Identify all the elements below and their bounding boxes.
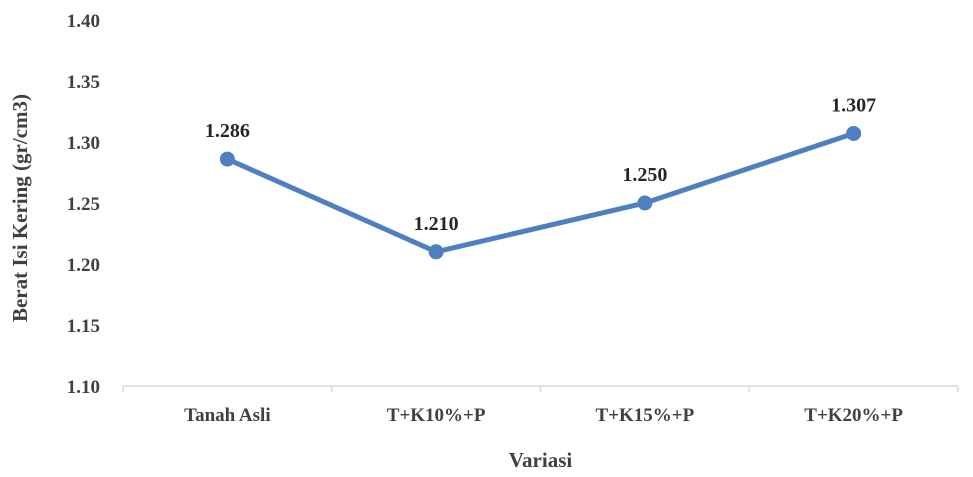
data-point	[219, 151, 235, 167]
data-point	[846, 125, 862, 141]
x-tick-label: Tanah Asli	[184, 405, 270, 426]
x-tick-label: T+K10%+P	[387, 405, 486, 426]
y-tick-label: 1.25	[67, 194, 100, 215]
x-axis-tickmarks	[122, 386, 959, 392]
series-group	[219, 125, 862, 260]
x-tick-label: T+K15%+P	[596, 405, 695, 426]
series-line	[224, 130, 857, 255]
data-point	[637, 195, 653, 211]
y-tick-label: 1.10	[67, 377, 100, 398]
x-tick-label: T+K20%+P	[804, 405, 903, 426]
y-tick-label: 1.35	[67, 72, 100, 93]
y-axis-ticks: 1.10 1.15 1.20 1.25 1.30 1.35 1.40	[67, 11, 100, 398]
data-labels: 1.286 1.210 1.250 1.307	[205, 94, 876, 234]
y-tick-label: 1.30	[67, 133, 100, 154]
data-label: 1.286	[205, 120, 250, 142]
data-label: 1.307	[831, 94, 876, 116]
data-point	[428, 244, 444, 260]
data-label: 1.210	[414, 213, 459, 235]
x-axis-ticks: Tanah Asli T+K10%+P T+K15%+P T+K20%+P	[184, 405, 903, 426]
x-axis-title: Variasi	[509, 448, 573, 472]
y-tick-label: 1.15	[67, 316, 100, 337]
data-label: 1.250	[622, 164, 667, 186]
y-axis-title: Berat Isi Kering (gr/cm3)	[8, 94, 32, 322]
y-tick-label: 1.20	[67, 255, 100, 276]
y-tick-label: 1.40	[67, 11, 100, 32]
